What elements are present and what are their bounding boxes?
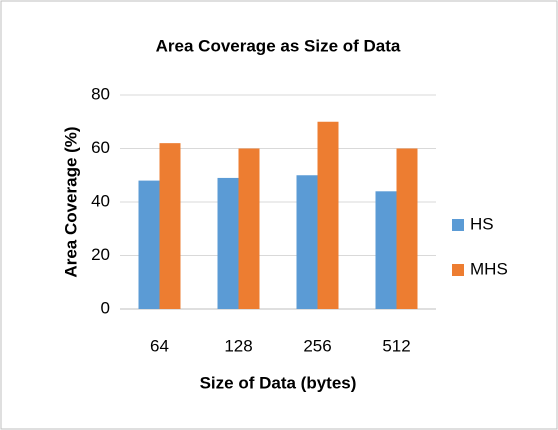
bar xyxy=(138,180,160,309)
bar xyxy=(159,143,181,309)
y-tick-label: 80 xyxy=(91,84,110,103)
x-tick-label: 64 xyxy=(150,336,169,355)
bar xyxy=(375,191,397,309)
y-tick-label: 20 xyxy=(91,245,110,264)
x-tick-label: 512 xyxy=(382,336,410,355)
x-axis-label: Size of Data (bytes) xyxy=(200,373,357,392)
bar xyxy=(238,148,260,309)
bar xyxy=(296,175,318,309)
x-tick-label: 128 xyxy=(224,336,252,355)
x-tick-label: 256 xyxy=(303,336,331,355)
y-tick-label: 40 xyxy=(91,191,110,210)
legend-swatch xyxy=(452,219,464,231)
y-axis-label: Area Coverage (%) xyxy=(61,126,80,277)
legend-label: MHS xyxy=(470,259,508,278)
chart-title: Area Coverage as Size of Data xyxy=(156,36,401,55)
legend-label: HS xyxy=(470,214,494,233)
bar xyxy=(317,121,339,309)
y-tick-label: 60 xyxy=(91,138,110,157)
bar xyxy=(217,177,239,309)
legend-swatch xyxy=(452,264,464,276)
y-tick-label: 0 xyxy=(101,298,110,317)
bar xyxy=(396,148,418,309)
